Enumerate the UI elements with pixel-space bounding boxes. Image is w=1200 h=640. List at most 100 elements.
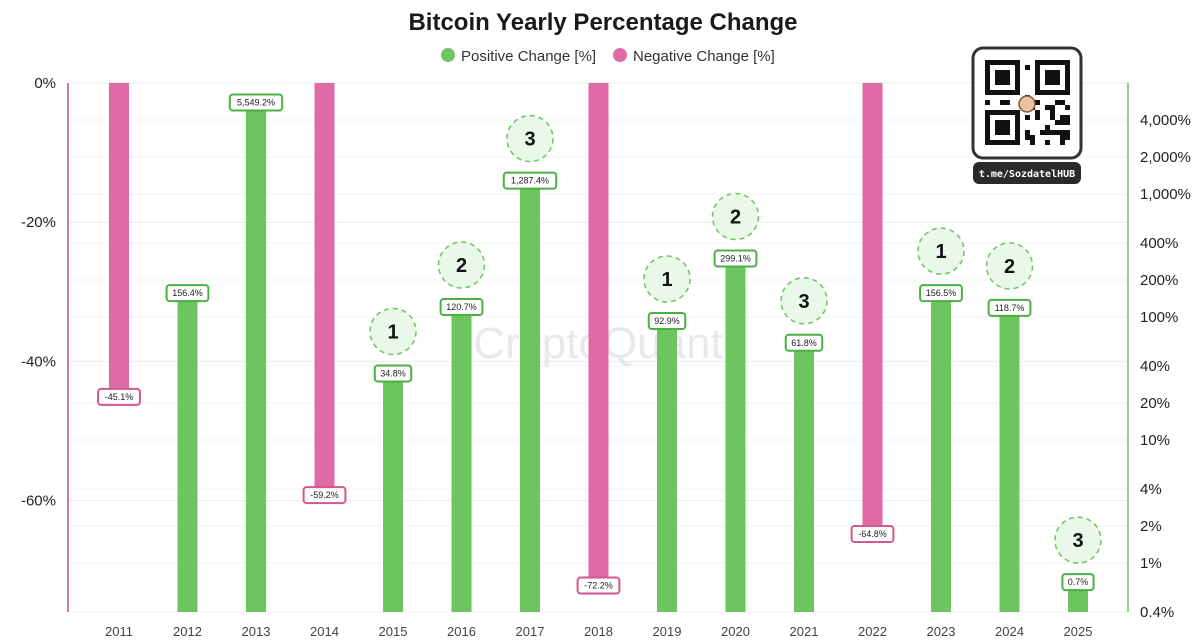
- cycle-badge: [985, 242, 1034, 290]
- qr-module: [1055, 130, 1060, 135]
- qr-module: [1050, 130, 1055, 135]
- qr-module: [1050, 115, 1055, 120]
- bar-positive: [657, 321, 677, 612]
- qr-module: [1065, 105, 1070, 110]
- qr-module: [1045, 130, 1050, 135]
- right-tick-label: 200%: [1140, 272, 1178, 289]
- cycle-badge: [780, 277, 828, 325]
- right-tick-label: 40%: [1140, 358, 1170, 375]
- data-label: 118.7%: [995, 303, 1025, 313]
- qr-caption-box: [973, 162, 1081, 184]
- data-label: 1,287.4%: [511, 176, 549, 186]
- cycle-badge-label: 1: [661, 269, 672, 291]
- data-label-box: [302, 486, 347, 505]
- data-label: 92.9%: [654, 316, 680, 326]
- right-tick-label: 1%: [1140, 555, 1162, 572]
- x-tick-label: 2018: [584, 624, 613, 639]
- qr-module: [1025, 115, 1030, 120]
- bar-positive: [383, 373, 403, 612]
- x-tick-label: 2013: [242, 624, 271, 639]
- data-label: 34.8%: [380, 368, 406, 378]
- data-label-box: [784, 333, 824, 352]
- data-label-box: [919, 284, 963, 303]
- right-tick-label: 400%: [1140, 235, 1178, 252]
- data-label: 299.1%: [720, 254, 751, 264]
- qr-module: [1030, 140, 1035, 145]
- qr-module: [985, 100, 990, 105]
- cycle-badge: [1054, 516, 1102, 564]
- qr-module: [1030, 135, 1035, 140]
- qr-module: [1050, 110, 1055, 115]
- qr-module: [1060, 115, 1065, 120]
- data-label: -45.1%: [105, 392, 134, 402]
- data-label: 120.7%: [446, 302, 477, 312]
- right-tick-label: 4%: [1140, 481, 1162, 498]
- bar-positive: [177, 293, 198, 612]
- data-label: 61.8%: [791, 338, 817, 348]
- x-tick-label: 2021: [790, 624, 819, 639]
- data-label: 5,549.2%: [237, 98, 275, 108]
- cycle-badge-label: 1: [387, 321, 398, 343]
- data-label: -72.2%: [584, 581, 613, 591]
- bar-negative: [314, 83, 335, 496]
- qr-center-icon: [1018, 95, 1036, 113]
- qr-finder-core: [995, 120, 1010, 135]
- cycle-badge-label: 2: [1004, 256, 1015, 278]
- bar-negative: [109, 83, 129, 397]
- x-tick-label: 2014: [310, 624, 339, 639]
- right-tick-label: 100%: [1140, 309, 1178, 326]
- qr-module: [1055, 120, 1060, 125]
- left-tick-label: -40%: [21, 353, 56, 370]
- qr-module: [1035, 110, 1040, 115]
- data-label: -59.2%: [310, 490, 339, 500]
- qr-module: [1045, 105, 1050, 110]
- x-tick-label: 2017: [516, 624, 545, 639]
- left-tick-label: -60%: [21, 493, 56, 510]
- x-tick-label: 2023: [927, 624, 956, 639]
- qr-module: [1025, 130, 1030, 135]
- legend-label-positive: Positive Change [%]: [461, 48, 596, 65]
- qr-module: [1060, 140, 1065, 145]
- qr-module: [1045, 125, 1050, 130]
- cycle-badge: [506, 114, 554, 163]
- left-tick-label: 0%: [34, 75, 56, 92]
- data-label-box: [576, 576, 621, 595]
- right-axis-ticks: 4,000% 2,000% 1,000% 400% 200% 100% 40% 20% 10% 4…: [1140, 112, 1191, 621]
- qr-code: t.me/SozdatelHUB: [971, 46, 1083, 184]
- x-tick-label: 2022: [858, 624, 887, 639]
- cycle-badge: [711, 192, 760, 241]
- cycle-badge: [917, 227, 965, 275]
- qr-module: [1025, 65, 1030, 70]
- bar-positive: [725, 258, 746, 612]
- legend-swatch-positive: [441, 48, 455, 62]
- bar-positive: [246, 102, 266, 612]
- data-label-box: [713, 249, 758, 268]
- qr-module: [1060, 100, 1065, 105]
- legend-label-negative: Negative Change [%]: [633, 48, 775, 65]
- right-tick-label: 0.4%: [1140, 604, 1174, 621]
- left-tick-label: -20%: [21, 214, 56, 231]
- cycle-badge: [643, 255, 691, 303]
- data-label-box: [647, 312, 687, 331]
- data-label-box: [502, 171, 558, 190]
- cycle-badge-label: 3: [798, 291, 809, 313]
- qr-module: [1060, 130, 1065, 135]
- data-label: 156.4%: [172, 288, 203, 298]
- data-label-box: [850, 525, 895, 544]
- bar-positive: [520, 180, 540, 612]
- bar-negative: [588, 83, 609, 586]
- right-tick-label: 4,000%: [1140, 112, 1191, 129]
- data-label-box: [228, 93, 284, 112]
- qr-module: [1065, 135, 1070, 140]
- bar-negative: [862, 83, 883, 535]
- right-tick-label: 2,000%: [1140, 149, 1191, 166]
- qr-module: [1060, 135, 1065, 140]
- cycle-badge-label: 3: [1072, 530, 1083, 552]
- cycle-badge-label: 3: [524, 129, 535, 151]
- data-label-box: [373, 364, 413, 383]
- x-tick-label: 2024: [995, 624, 1024, 639]
- qr-module: [1035, 115, 1040, 120]
- x-tick-label: 2016: [447, 624, 476, 639]
- qr-module: [1050, 105, 1055, 110]
